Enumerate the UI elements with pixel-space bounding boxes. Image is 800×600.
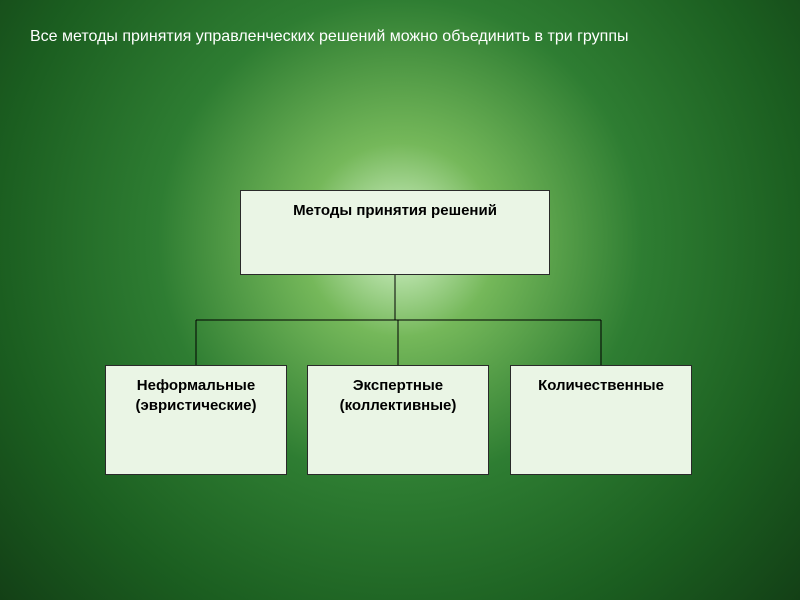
child-node-2: Экспертные (коллективные) <box>307 365 489 475</box>
slide-background <box>0 0 800 600</box>
root-node: Методы принятия решений <box>240 190 550 275</box>
root-node-label: Методы принятия решений <box>293 201 497 221</box>
child-node-3-label: Количественные <box>538 376 664 396</box>
child-node-2-label: Экспертные (коллективные) <box>316 376 480 415</box>
child-node-1: Неформальные (эвристические) <box>105 365 287 475</box>
child-node-1-label: Неформальные (эвристические) <box>114 376 278 415</box>
child-node-3: Количественные <box>510 365 692 475</box>
slide-title: Все методы принятия управленческих решен… <box>30 28 770 46</box>
